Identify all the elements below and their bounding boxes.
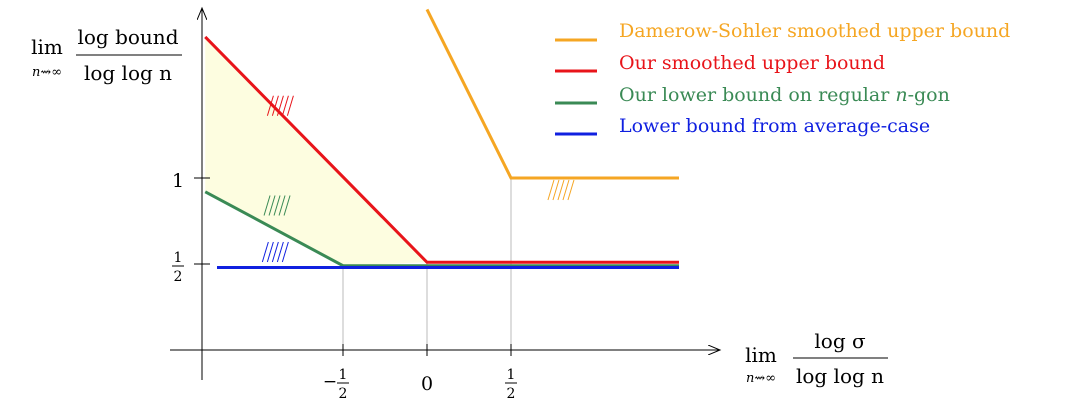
- x-tick-label-neg-sign: −: [323, 372, 337, 392]
- y-lim-sub: n⇝∞: [32, 65, 62, 80]
- legend-label-damerow: Damerow-Sohler smoothed upper bound: [619, 20, 1010, 42]
- y-denominator: log log n: [84, 61, 172, 85]
- x-axis-label: lim n⇝∞ log σ log log n: [745, 329, 888, 388]
- hatch-damerow: [547, 179, 575, 201]
- x-denominator: log log n: [796, 364, 884, 388]
- series-line-smoothed-upper: [204, 35, 679, 264]
- grid-drop-lines: [342, 178, 512, 350]
- x-numerator: log σ: [814, 329, 866, 353]
- hatch-marks: [261, 95, 575, 263]
- series-line-damerow-upper: [425, 8, 679, 180]
- y-tick-label-half-num: 1: [174, 250, 183, 266]
- x-tick-label-zero: 0: [421, 373, 433, 395]
- legend-label-average-case: Lower bound from average-case: [619, 115, 930, 137]
- hatch-average-case: [261, 241, 289, 263]
- x-tick-label-neg-half-num: 1: [339, 367, 348, 383]
- tick-labels: 1 1 2 − 1 2 0 1 2: [172, 170, 517, 402]
- x-lim: lim: [745, 343, 777, 367]
- x-tick-label-half-num: 1: [507, 367, 516, 383]
- x-lim-sub: n⇝∞: [746, 371, 776, 386]
- y-tick-label-half-den: 2: [174, 269, 183, 285]
- y-tick-label-1: 1: [172, 170, 184, 192]
- series-lines: [204, 8, 679, 269]
- y-axis-label: lim n⇝∞ log bound log log n: [31, 25, 182, 85]
- hatch-lower-ngon: [263, 195, 291, 216]
- legend-label-lower-ngon: Our lower bound on regular n-gon: [619, 84, 950, 106]
- y-numerator: log bound: [77, 25, 178, 49]
- hatch-smoothed-upper: [266, 95, 294, 116]
- x-tick-label-half-den: 2: [507, 386, 516, 402]
- y-lim: lim: [31, 35, 63, 59]
- x-tick-label-neg-half-den: 2: [339, 386, 348, 402]
- legend-label-smoothed: Our smoothed upper bound: [619, 52, 885, 74]
- series-line-lower-ngon: [204, 190, 679, 268]
- legend: Damerow-Sohler smoothed upper bound Our …: [555, 20, 1010, 137]
- axis-ticks: [194, 177, 512, 356]
